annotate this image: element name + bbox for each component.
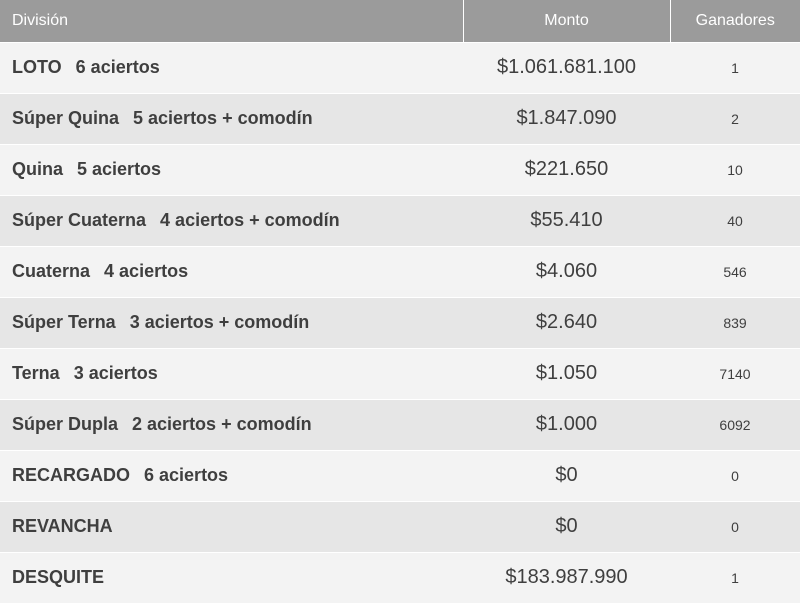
table-row: Súper Dupla 2 aciertos + comodín $1.000 6… <box>0 398 800 450</box>
table-body: LOTO 6 aciertos $1.061.681.100 1 Súper Qu… <box>0 41 800 603</box>
table-header: División Monto Ganadores <box>0 0 800 42</box>
ganadores-cell: 2 <box>670 92 800 144</box>
division-name: Quina <box>12 159 64 179</box>
division-aciertos: 4 aciertos + comodín <box>160 210 340 230</box>
ganadores-cell: 0 <box>670 500 800 552</box>
division-cell: LOTO 6 aciertos <box>0 41 463 93</box>
division-aciertos: 3 aciertos <box>73 363 158 383</box>
monto-cell: $1.061.681.100 <box>463 41 670 93</box>
division-cell: RECARGADO 6 aciertos <box>0 449 463 501</box>
division-name: REVANCHA <box>12 516 113 536</box>
monto-cell: $0 <box>463 449 670 501</box>
ganadores-cell: 0 <box>670 449 800 501</box>
division-aciertos: 6 aciertos <box>144 465 229 485</box>
division-cell: Quina 5 aciertos <box>0 143 463 195</box>
division-aciertos: 5 aciertos + comodín <box>133 108 313 128</box>
ganadores-cell: 839 <box>670 296 800 348</box>
table-row: Cuaterna 4 aciertos $4.060 546 <box>0 245 800 297</box>
division-cell: Súper Quina 5 aciertos + comodín <box>0 92 463 144</box>
ganadores-cell: 7140 <box>670 347 800 399</box>
monto-cell: $0 <box>463 500 670 552</box>
division-name: Terna <box>12 363 60 383</box>
monto-cell: $183.987.990 <box>463 551 670 603</box>
division-name: DESQUITE <box>12 567 105 588</box>
division-name: RECARGADO <box>12 465 131 485</box>
division-cell: REVANCHA <box>0 500 463 552</box>
division-cell: Cuaterna 4 aciertos <box>0 245 463 297</box>
division-cell: Súper Cuaterna 4 aciertos + comodín <box>0 194 463 246</box>
monto-cell: $4.060 <box>463 245 670 297</box>
table-row: LOTO 6 aciertos $1.061.681.100 1 <box>0 41 800 93</box>
division-cell: Terna 3 aciertos <box>0 347 463 399</box>
division-name: Súper Quina <box>12 108 120 128</box>
monto-cell: $221.650 <box>463 143 670 195</box>
table-row: Terna 3 aciertos $1.050 7140 <box>0 347 800 399</box>
ganadores-cell: 1 <box>670 551 800 603</box>
header-row: División Monto Ganadores <box>0 0 800 42</box>
ganadores-cell: 546 <box>670 245 800 297</box>
table-row: Súper Cuaterna 4 aciertos + comodín $55.4… <box>0 194 800 246</box>
header-ganadores: Ganadores <box>670 0 800 42</box>
table-row: REVANCHA $0 0 <box>0 500 800 552</box>
table-row: RECARGADO 6 aciertos $0 0 <box>0 449 800 501</box>
header-monto: Monto <box>463 0 671 42</box>
division-aciertos: 4 aciertos <box>104 261 189 281</box>
ganadores-cell: 10 <box>670 143 800 195</box>
table-row: Quina 5 aciertos $221.650 10 <box>0 143 800 195</box>
table-row: Súper Quina 5 aciertos + comodín $1.847.0… <box>0 92 800 144</box>
division-name: LOTO <box>12 57 62 77</box>
ganadores-cell: 40 <box>670 194 800 246</box>
division-name: Súper Dupla <box>12 414 119 434</box>
monto-cell: $1.050 <box>463 347 670 399</box>
division-name: Cuaterna <box>12 261 91 281</box>
division-name: Súper Cuaterna <box>12 210 147 230</box>
monto-cell: $2.640 <box>463 296 670 348</box>
table-row: Súper Terna 3 aciertos + comodín $2.640 8… <box>0 296 800 348</box>
division-aciertos: 5 aciertos <box>77 159 162 179</box>
division-cell: Súper Terna 3 aciertos + comodín <box>0 296 463 348</box>
division-aciertos: 3 aciertos + comodín <box>129 312 310 332</box>
ganadores-cell: 1 <box>670 41 800 93</box>
division-aciertos: 6 aciertos <box>75 57 160 77</box>
division-cell: Súper Dupla 2 aciertos + comodín <box>0 398 463 450</box>
division-cell: DESQUITE <box>0 551 463 603</box>
ganadores-cell: 6092 <box>670 398 800 450</box>
monto-cell: $1.847.090 <box>463 92 670 144</box>
division-name: Súper Terna <box>12 312 116 332</box>
division-aciertos: 2 aciertos + comodín <box>132 414 312 434</box>
header-division: División <box>0 0 464 42</box>
monto-cell: $1.000 <box>463 398 670 450</box>
monto-cell: $55.410 <box>463 194 670 246</box>
table-row: DESQUITE $183.987.990 1 <box>0 551 800 603</box>
